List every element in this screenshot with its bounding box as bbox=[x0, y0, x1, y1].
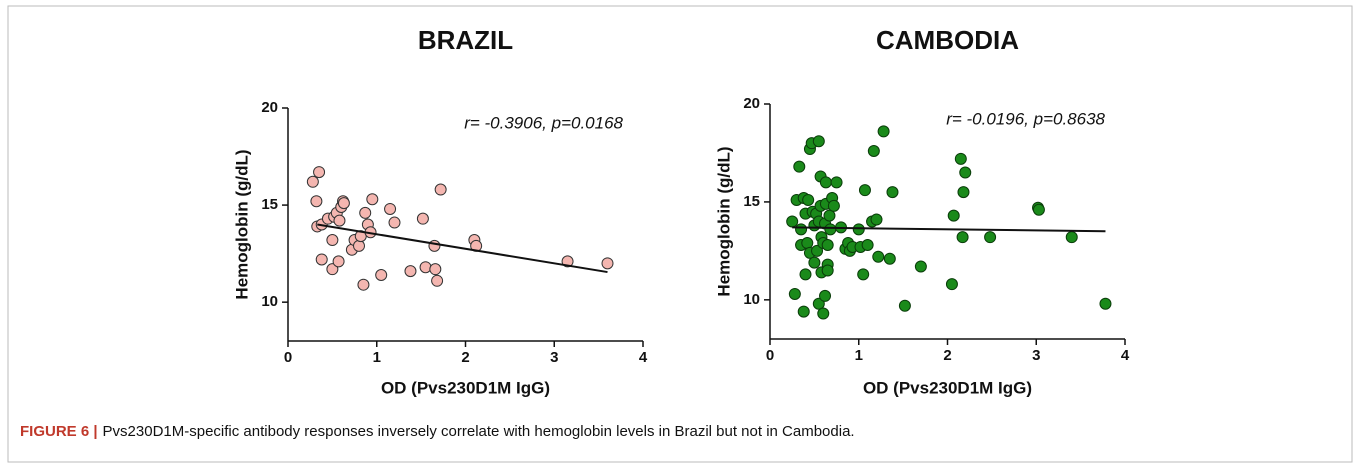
y-tick-label: 15 bbox=[743, 193, 760, 210]
point bbox=[959, 166, 972, 179]
x-tick-label: 2 bbox=[461, 349, 469, 366]
point bbox=[326, 263, 339, 276]
point bbox=[416, 212, 429, 225]
point bbox=[821, 239, 834, 251]
point bbox=[817, 307, 830, 320]
x-tick-label: 0 bbox=[766, 347, 774, 364]
y-tick-label: 20 bbox=[261, 99, 278, 116]
point bbox=[419, 261, 432, 274]
caption-text: Pvs230D1M-specific antibody responses in… bbox=[103, 423, 855, 440]
annotation: r= -0.3906, p=0.0168 bbox=[464, 113, 623, 132]
point bbox=[812, 135, 825, 148]
point bbox=[852, 223, 865, 236]
point bbox=[812, 297, 825, 310]
point bbox=[357, 278, 370, 291]
point bbox=[883, 252, 896, 265]
point bbox=[795, 223, 808, 236]
y-axis-label: Hemoglobin (g/dL) bbox=[714, 146, 733, 296]
point bbox=[957, 186, 970, 199]
point bbox=[359, 206, 372, 219]
point bbox=[384, 202, 397, 215]
x-axis-label: OD (Pvs230D1M IgG) bbox=[863, 378, 1032, 397]
point bbox=[366, 193, 379, 206]
point bbox=[824, 223, 837, 236]
point bbox=[1099, 297, 1112, 310]
point bbox=[801, 237, 814, 250]
point bbox=[429, 263, 442, 276]
x-tick-label: 0 bbox=[284, 349, 292, 366]
x-tick-label: 3 bbox=[550, 349, 558, 366]
x-tick-label: 1 bbox=[855, 347, 863, 364]
point bbox=[337, 197, 350, 210]
point bbox=[601, 257, 614, 270]
point bbox=[333, 214, 346, 227]
point bbox=[802, 193, 815, 206]
point bbox=[797, 305, 810, 318]
point bbox=[827, 199, 840, 212]
point bbox=[870, 213, 883, 226]
point bbox=[945, 278, 958, 291]
x-tick-label: 3 bbox=[1032, 347, 1040, 364]
frame bbox=[7, 5, 1353, 463]
point bbox=[788, 287, 801, 300]
point bbox=[786, 215, 799, 228]
point bbox=[819, 176, 832, 189]
y-tick-label: 20 bbox=[743, 95, 760, 112]
point bbox=[898, 299, 911, 312]
point bbox=[984, 231, 997, 244]
point bbox=[819, 289, 832, 302]
annotation: r= -0.0196, p=0.8638 bbox=[946, 109, 1105, 128]
point bbox=[375, 268, 388, 281]
caption: FIGURE 6 | Pvs230D1M-specific antibody re… bbox=[20, 423, 855, 440]
point bbox=[954, 152, 967, 165]
x-tick-label: 1 bbox=[373, 349, 381, 366]
point bbox=[431, 274, 444, 287]
y-tick-label: 10 bbox=[743, 291, 760, 308]
point bbox=[811, 244, 824, 257]
point bbox=[858, 184, 871, 197]
point bbox=[313, 166, 326, 179]
point bbox=[388, 216, 401, 229]
point bbox=[434, 183, 447, 196]
point bbox=[793, 160, 806, 173]
point bbox=[914, 260, 927, 273]
point bbox=[332, 255, 345, 268]
point bbox=[823, 209, 836, 222]
point bbox=[886, 186, 899, 199]
chart-title: CAMBODIA bbox=[876, 25, 1019, 55]
point bbox=[1032, 203, 1045, 216]
point bbox=[404, 265, 417, 278]
y-tick-label: 15 bbox=[261, 196, 278, 213]
point bbox=[861, 239, 874, 251]
point bbox=[326, 234, 339, 247]
point bbox=[353, 239, 365, 252]
point bbox=[315, 253, 328, 266]
point bbox=[877, 125, 890, 138]
point bbox=[799, 268, 812, 281]
trend-line bbox=[317, 223, 608, 274]
point bbox=[808, 256, 821, 269]
point bbox=[306, 175, 319, 188]
chart-title: BRAZIL bbox=[418, 25, 513, 55]
point bbox=[821, 264, 834, 277]
point bbox=[872, 250, 885, 263]
trend-line bbox=[792, 226, 1106, 233]
x-tick-label: 4 bbox=[639, 349, 648, 366]
x-axis-label: OD (Pvs230D1M IgG) bbox=[381, 378, 550, 397]
point bbox=[867, 145, 880, 157]
x-tick-label: 2 bbox=[943, 347, 951, 364]
point bbox=[956, 231, 969, 244]
point bbox=[310, 195, 323, 208]
point bbox=[428, 239, 441, 252]
point bbox=[947, 209, 960, 222]
point bbox=[830, 176, 843, 189]
y-axis-label: Hemoglobin (g/dL) bbox=[232, 149, 251, 299]
y-tick-label: 10 bbox=[261, 293, 278, 310]
point bbox=[857, 268, 870, 281]
x-tick-label: 4 bbox=[1121, 347, 1130, 364]
caption-label: FIGURE 6 | bbox=[20, 423, 98, 440]
point bbox=[1065, 231, 1078, 244]
